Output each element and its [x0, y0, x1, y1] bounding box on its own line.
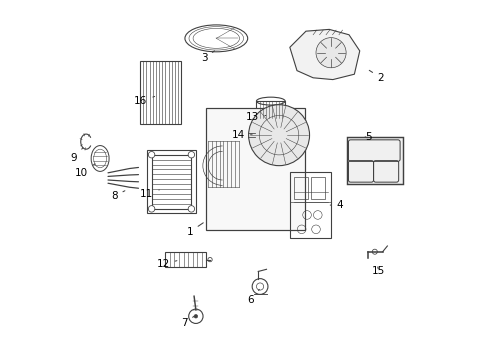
Text: 3: 3	[201, 51, 215, 63]
Text: 7: 7	[181, 316, 194, 328]
Text: 15: 15	[372, 266, 386, 276]
Bar	[140, 61, 181, 123]
Bar	[290, 172, 331, 238]
Text: 13: 13	[246, 112, 266, 122]
Bar	[294, 177, 308, 199]
Circle shape	[188, 206, 195, 212]
Text: 4: 4	[330, 200, 343, 210]
Circle shape	[316, 38, 346, 68]
Circle shape	[372, 249, 377, 254]
Text: 14: 14	[232, 130, 252, 140]
Circle shape	[148, 152, 155, 158]
Circle shape	[148, 206, 155, 212]
Text: 16: 16	[134, 96, 155, 106]
Bar	[206, 108, 305, 230]
Bar	[249, 132, 255, 139]
Text: 10: 10	[75, 164, 95, 178]
Text: 12: 12	[156, 259, 177, 269]
Bar	[311, 177, 325, 199]
Bar	[151, 155, 192, 209]
Circle shape	[194, 315, 197, 318]
Text: 1: 1	[186, 223, 203, 237]
Text: 8: 8	[111, 191, 125, 201]
Text: 5: 5	[365, 132, 372, 142]
Polygon shape	[290, 30, 360, 80]
Text: 9: 9	[71, 148, 83, 163]
Bar	[147, 150, 196, 213]
Text: 2: 2	[369, 70, 384, 83]
Text: 11: 11	[140, 189, 159, 199]
Text: 6: 6	[247, 289, 259, 305]
Circle shape	[248, 105, 310, 166]
Bar	[165, 252, 206, 267]
Bar	[256, 101, 285, 118]
Circle shape	[188, 152, 195, 158]
Bar	[255, 132, 264, 139]
Ellipse shape	[255, 115, 287, 122]
Bar	[347, 137, 403, 184]
